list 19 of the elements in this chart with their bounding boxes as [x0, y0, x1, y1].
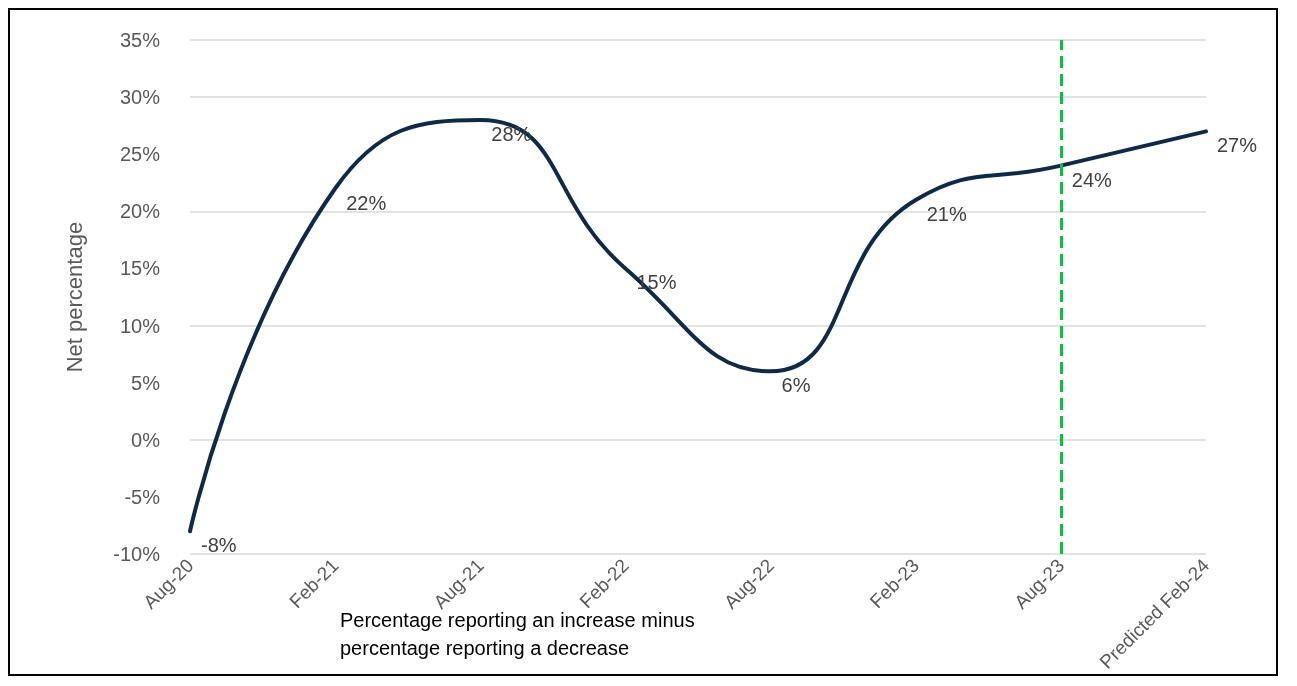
data-label: 6% [781, 374, 811, 397]
y-tick-label: 5% [131, 371, 161, 394]
y-tick-label: 0% [131, 428, 161, 451]
y-tick-label: -10% [113, 543, 161, 566]
data-label: 24% [1071, 168, 1113, 191]
y-tick-label: 25% [119, 143, 161, 166]
y-tick-label: -5% [124, 485, 161, 508]
line-series [188, 117, 1208, 534]
y-tick-label: 20% [119, 200, 161, 223]
data-label: 27% [1217, 134, 1258, 157]
data-label: 22% [346, 191, 387, 214]
y-tick-label: 15% [119, 257, 161, 280]
y-tick-label: 35% [119, 29, 161, 51]
y-tick-label: 10% [119, 314, 161, 337]
data-label: 21% [926, 202, 967, 225]
y-tick-label: 30% [119, 86, 161, 109]
data-label: -8% [201, 534, 237, 557]
y-axis-title: Net percentage [61, 221, 87, 373]
text: Percentage reporting an increase minus percentage reporting a decrease [340, 609, 701, 659]
